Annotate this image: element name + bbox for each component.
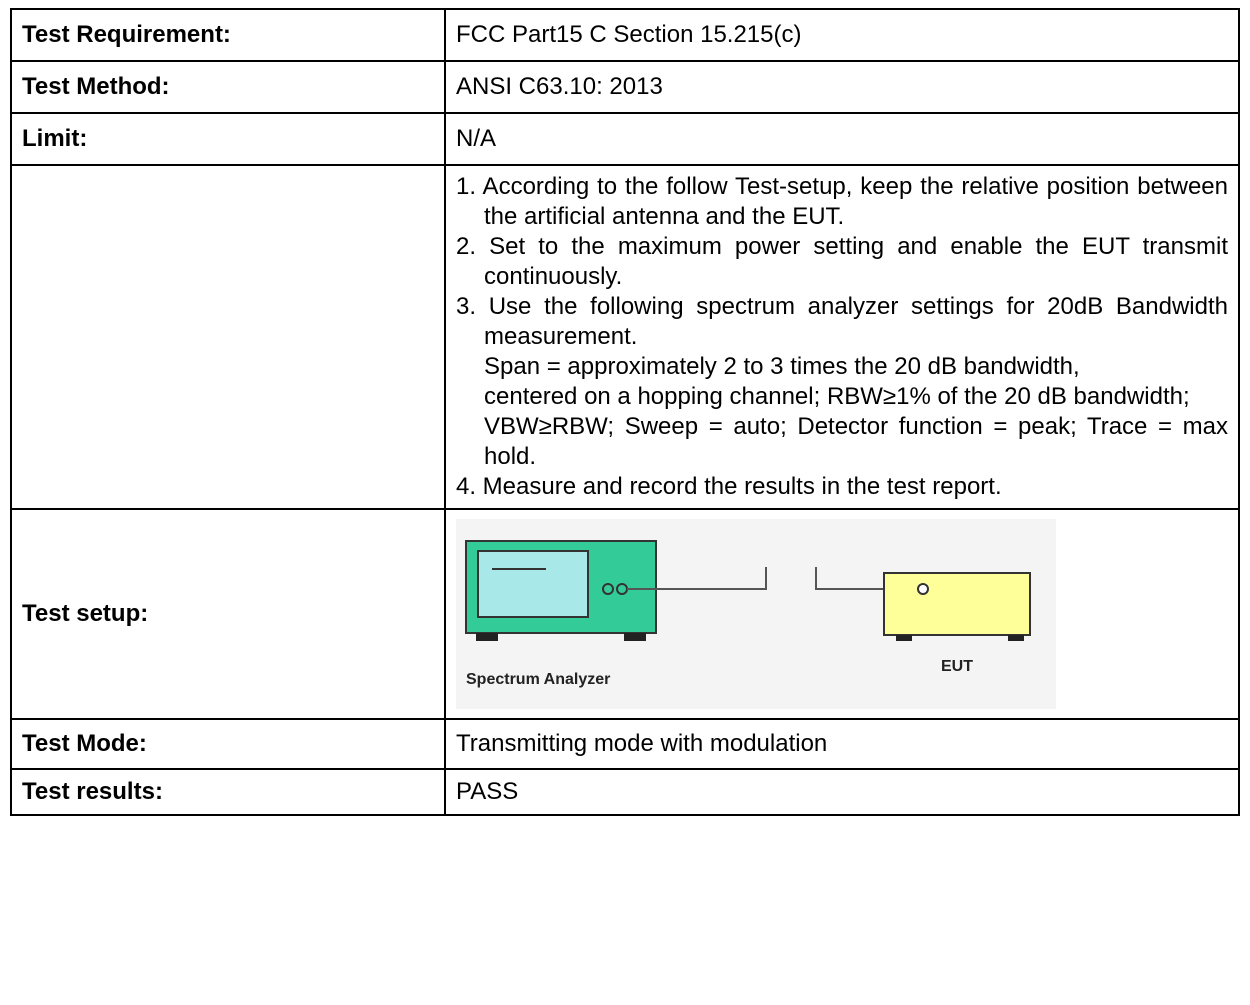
note: centered on a hopping channel; RBW≥1% of… <box>484 383 1190 410</box>
row: Test Requirement: FCC Part15 C Section 15… <box>10 8 1240 62</box>
label: Limit: <box>10 112 446 166</box>
label: Test Requirement: <box>10 8 446 62</box>
value: PASS <box>444 768 1240 816</box>
step: 4. Measure and record the results in the… <box>456 473 1002 500</box>
label: Test results: <box>10 768 446 816</box>
setup-diagram: Spectrum Analyzer EUT <box>456 519 1056 709</box>
eut-label: EUT <box>941 658 973 675</box>
row: Test setup: Spectrum Analyzer EUT <box>10 508 1240 720</box>
label: Test setup: <box>10 508 446 720</box>
step: 1. According to the follow Test-setup, k… <box>456 173 1228 230</box>
row: Test Mode: Transmitting mode with modulat… <box>10 718 1240 770</box>
value: N/A <box>444 112 1240 166</box>
note: Span = approximately 2 to 3 times the 20… <box>484 353 1080 380</box>
note: VBW≥RBW; Sweep = auto; Detector function… <box>484 413 1228 470</box>
row: Test results: PASS <box>10 768 1240 816</box>
value: FCC Part15 C Section 15.215(c) <box>444 8 1240 62</box>
step: 3. Use the following spectrum analyzer s… <box>456 293 1228 350</box>
value: ANSI C63.10: 2013 <box>444 60 1240 114</box>
diagram-cell: Spectrum Analyzer EUT <box>444 508 1240 720</box>
row: 1. According to the follow Test-setup, k… <box>10 164 1240 510</box>
value: Transmitting mode with modulation <box>444 718 1240 770</box>
label: Test Method: <box>10 60 446 114</box>
procedure: 1. According to the follow Test-setup, k… <box>444 164 1240 510</box>
analyzer-label: Spectrum Analyzer <box>466 671 610 688</box>
label <box>10 164 446 510</box>
label: Test Mode: <box>10 718 446 770</box>
row: Test Method: ANSI C63.10: 2013 <box>10 60 1240 114</box>
step: 2. Set to the maximum power setting and … <box>456 233 1228 290</box>
row: Limit: N/A <box>10 112 1240 166</box>
test-table: Test Requirement: FCC Part15 C Section 15… <box>10 8 1240 816</box>
